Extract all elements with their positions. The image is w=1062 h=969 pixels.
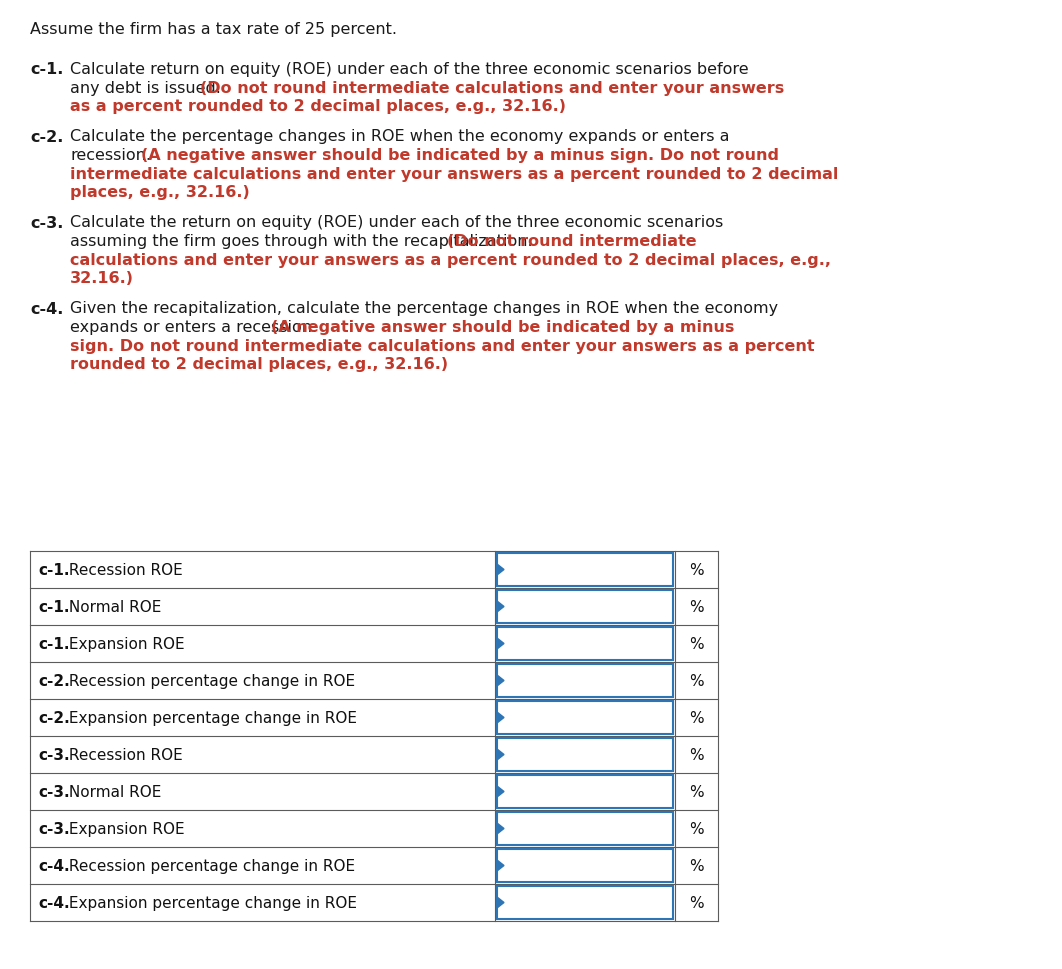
Text: Recession ROE: Recession ROE <box>65 562 183 578</box>
Polygon shape <box>497 602 504 612</box>
Bar <box>497 627 673 660</box>
Text: c-3.: c-3. <box>38 821 70 836</box>
Text: recession.: recession. <box>70 148 151 163</box>
Text: Normal ROE: Normal ROE <box>65 784 161 799</box>
Text: Recession percentage change in ROE: Recession percentage change in ROE <box>65 859 356 873</box>
Text: %: % <box>689 821 704 836</box>
Text: %: % <box>689 859 704 873</box>
Text: Recession ROE: Recession ROE <box>65 747 183 763</box>
Text: %: % <box>689 710 704 725</box>
Bar <box>497 665 673 698</box>
Polygon shape <box>497 675 504 686</box>
Bar <box>497 812 673 845</box>
Text: %: % <box>689 784 704 799</box>
Bar <box>497 775 673 808</box>
Text: assuming the firm goes through with the recapitalization.: assuming the firm goes through with the … <box>70 234 533 249</box>
Text: calculations and enter your answers as a percent rounded to 2 decimal places, e.: calculations and enter your answers as a… <box>70 252 830 267</box>
Text: (A negative answer should be indicated by a minus: (A negative answer should be indicated b… <box>272 320 735 334</box>
Text: expands or enters a recession.: expands or enters a recession. <box>70 320 318 334</box>
Bar <box>497 886 673 919</box>
Text: Calculate return on equity (ROE) under each of the three economic scenarios befo: Calculate return on equity (ROE) under e… <box>70 62 749 77</box>
Polygon shape <box>497 823 504 834</box>
Text: Expansion ROE: Expansion ROE <box>65 821 185 836</box>
Text: Recession percentage change in ROE: Recession percentage change in ROE <box>65 673 356 688</box>
Polygon shape <box>497 860 504 871</box>
Text: %: % <box>689 673 704 688</box>
Bar <box>497 738 673 771</box>
Polygon shape <box>497 564 504 576</box>
Bar <box>497 702 673 735</box>
Text: c-1.: c-1. <box>38 600 69 614</box>
Text: Calculate the return on equity (ROE) under each of the three economic scenarios: Calculate the return on equity (ROE) und… <box>70 215 723 231</box>
Text: Expansion percentage change in ROE: Expansion percentage change in ROE <box>65 710 358 725</box>
Text: %: % <box>689 600 704 614</box>
Bar <box>497 849 673 882</box>
Text: sign. Do not round intermediate calculations and enter your answers as a percent: sign. Do not round intermediate calculat… <box>70 338 815 353</box>
Text: (Do not round intermediate: (Do not round intermediate <box>447 234 697 249</box>
Text: c-1.: c-1. <box>38 637 69 651</box>
Bar <box>497 553 673 586</box>
Text: rounded to 2 decimal places, e.g., 32.16.): rounded to 2 decimal places, e.g., 32.16… <box>70 357 448 372</box>
Text: any debt is issued.: any debt is issued. <box>70 80 221 95</box>
Text: as a percent rounded to 2 decimal places, e.g., 32.16.): as a percent rounded to 2 decimal places… <box>70 99 566 114</box>
Text: c-3.: c-3. <box>30 215 64 231</box>
Polygon shape <box>497 639 504 649</box>
Polygon shape <box>497 712 504 723</box>
Bar <box>497 590 673 623</box>
Polygon shape <box>497 897 504 908</box>
Text: c-1.: c-1. <box>38 562 69 578</box>
Text: 32.16.): 32.16.) <box>70 270 134 286</box>
Text: Expansion percentage change in ROE: Expansion percentage change in ROE <box>65 895 358 910</box>
Text: %: % <box>689 562 704 578</box>
Text: Assume the firm has a tax rate of 25 percent.: Assume the firm has a tax rate of 25 per… <box>30 22 397 37</box>
Text: %: % <box>689 747 704 763</box>
Text: c-3.: c-3. <box>38 747 70 763</box>
Polygon shape <box>497 786 504 797</box>
Text: c-3.: c-3. <box>38 784 70 799</box>
Text: (Do not round intermediate calculations and enter your answers: (Do not round intermediate calculations … <box>200 80 784 95</box>
Polygon shape <box>497 749 504 761</box>
Text: Expansion ROE: Expansion ROE <box>65 637 185 651</box>
Text: c-2.: c-2. <box>38 710 70 725</box>
Text: Given the recapitalization, calculate the percentage changes in ROE when the eco: Given the recapitalization, calculate th… <box>70 301 778 316</box>
Text: Calculate the percentage changes in ROE when the economy expands or enters a: Calculate the percentage changes in ROE … <box>70 130 730 144</box>
Text: c-1.: c-1. <box>30 62 64 77</box>
Text: Normal ROE: Normal ROE <box>65 600 161 614</box>
Text: %: % <box>689 637 704 651</box>
Text: (A negative answer should be indicated by a minus sign. Do not round: (A negative answer should be indicated b… <box>141 148 780 163</box>
Text: c-4.: c-4. <box>38 859 70 873</box>
Text: %: % <box>689 895 704 910</box>
Text: c-2.: c-2. <box>38 673 70 688</box>
Text: c-4.: c-4. <box>38 895 70 910</box>
Text: c-4.: c-4. <box>30 301 64 316</box>
Text: places, e.g., 32.16.): places, e.g., 32.16.) <box>70 185 250 200</box>
Text: intermediate calculations and enter your answers as a percent rounded to 2 decim: intermediate calculations and enter your… <box>70 167 838 181</box>
Text: c-2.: c-2. <box>30 130 64 144</box>
